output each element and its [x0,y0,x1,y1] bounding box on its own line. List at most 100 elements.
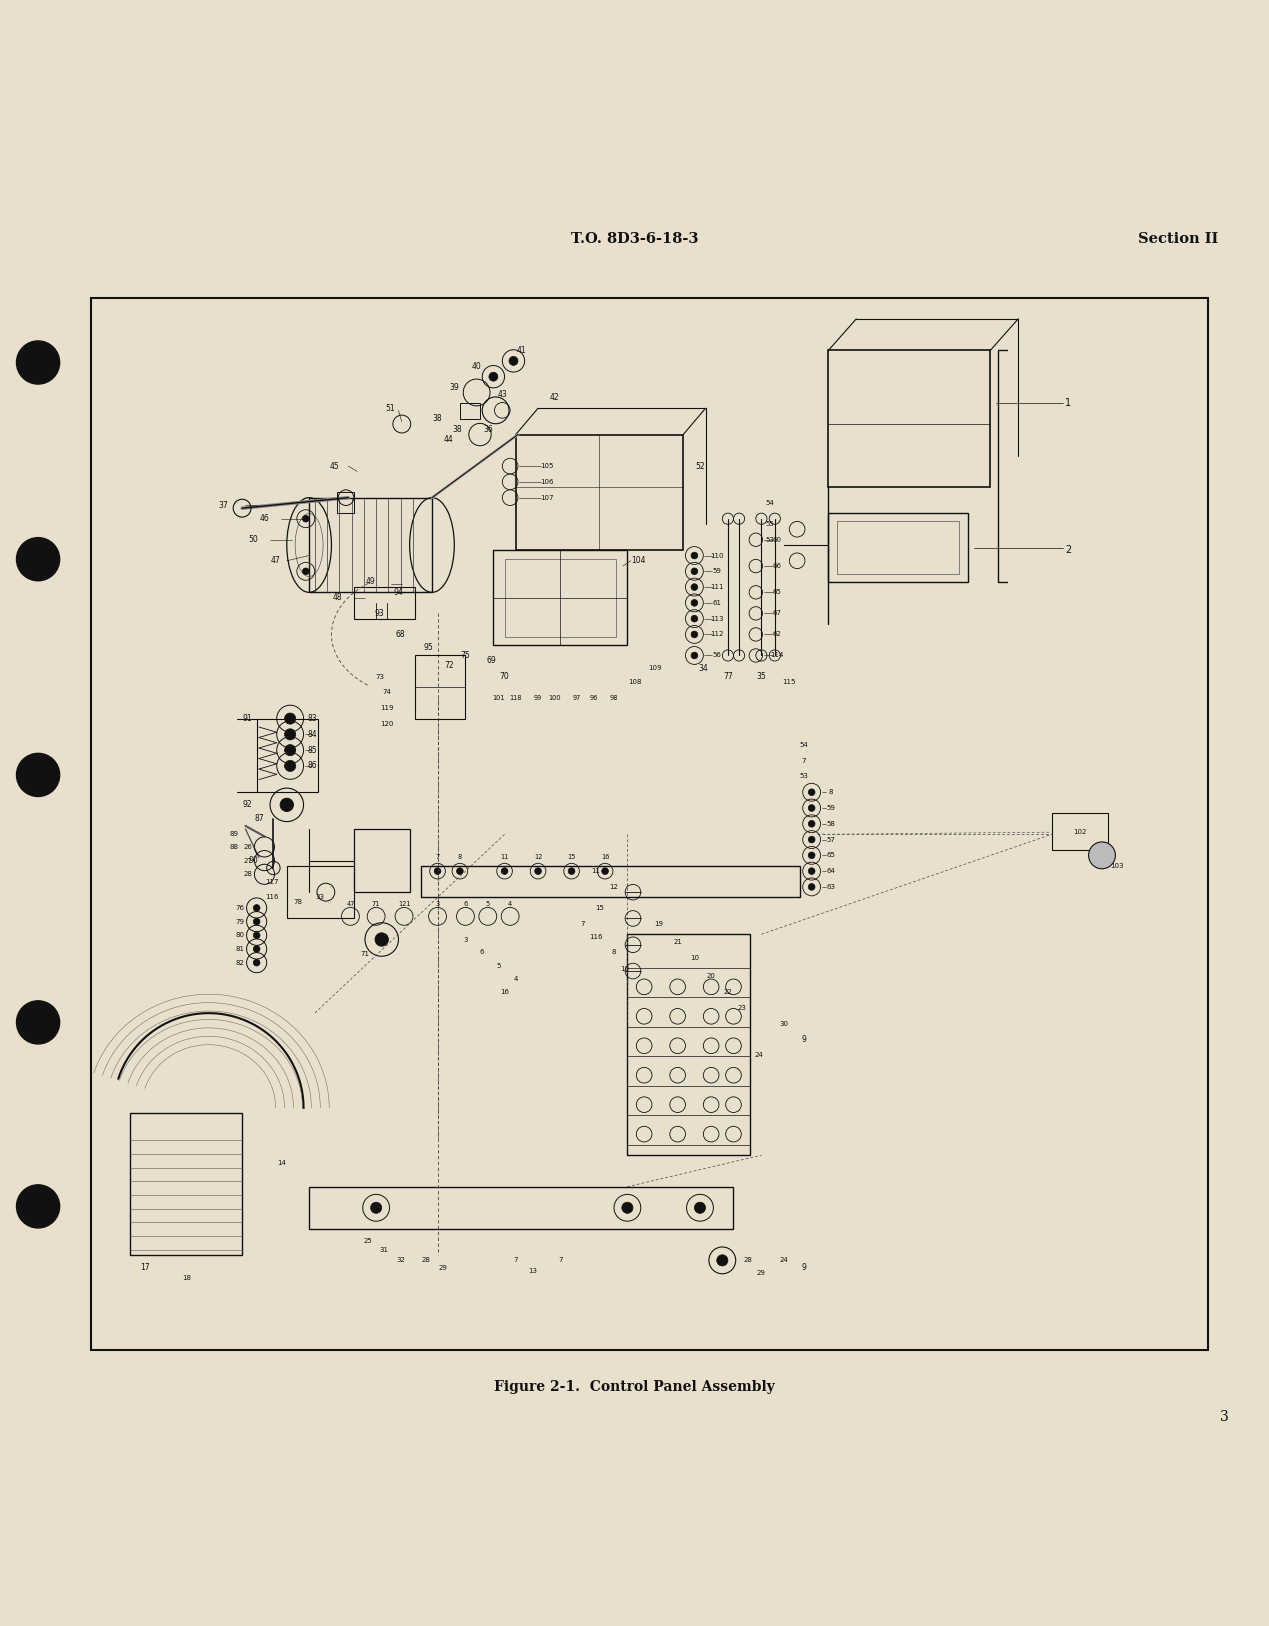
Text: 47: 47 [346,901,355,907]
Text: 25: 25 [364,1239,373,1244]
Text: 4: 4 [514,977,518,982]
Bar [338,493,354,514]
Text: 29: 29 [439,1265,448,1272]
Text: 112: 112 [711,631,723,637]
Text: 116: 116 [265,894,279,901]
Text: 1: 1 [1066,398,1071,408]
Circle shape [692,631,698,637]
Text: 21: 21 [674,938,681,945]
Text: 68: 68 [396,629,406,639]
Bar [838,520,959,574]
Circle shape [534,868,542,875]
Circle shape [717,1255,728,1267]
Bar [459,403,480,420]
Circle shape [284,761,296,771]
Text: 6: 6 [463,901,467,907]
Text: 111: 111 [709,584,723,590]
Text: 33: 33 [316,894,325,901]
Circle shape [254,919,260,925]
Text: 39: 39 [449,382,459,392]
Circle shape [694,1202,706,1213]
Text: 90: 90 [249,857,258,865]
Circle shape [692,584,698,590]
Text: 9: 9 [802,1263,806,1272]
Text: 62: 62 [773,631,782,637]
Text: 3: 3 [1220,1410,1228,1424]
Text: 98: 98 [610,694,618,701]
Text: 74: 74 [383,689,392,696]
Text: 35: 35 [756,672,766,681]
Circle shape [692,567,698,574]
Text: 75: 75 [461,650,471,660]
Text: 24: 24 [779,1257,788,1263]
Text: 9: 9 [802,1034,806,1044]
Text: 66: 66 [773,563,782,569]
Text: 4: 4 [508,901,513,907]
Bar [91,298,1208,1350]
Text: 8: 8 [829,789,832,795]
Circle shape [302,567,310,574]
Text: 96: 96 [590,694,598,701]
Text: 99: 99 [534,694,542,701]
Text: 53: 53 [766,537,775,543]
Text: 78: 78 [293,899,302,904]
Text: 7: 7 [435,854,439,860]
Bar [829,350,990,488]
Text: 7: 7 [802,758,806,764]
Text: 12: 12 [609,885,618,889]
Text: 76: 76 [235,906,245,911]
Text: 65: 65 [826,852,835,859]
Circle shape [808,836,815,842]
Text: 54: 54 [799,741,808,748]
Text: 92: 92 [242,800,253,810]
Text: 69: 69 [486,657,496,665]
Text: 83: 83 [307,714,317,724]
Circle shape [692,652,698,659]
Text: 100: 100 [548,694,561,701]
Text: 80: 80 [235,932,245,938]
Circle shape [434,868,440,875]
Text: 54: 54 [766,499,774,506]
Bar [1052,813,1108,850]
Text: 20: 20 [707,974,716,979]
Circle shape [692,600,698,606]
Circle shape [489,372,497,380]
Text: 7: 7 [580,920,585,927]
Bar [287,867,354,919]
Circle shape [254,932,260,938]
Text: 67: 67 [773,610,782,616]
Text: 30: 30 [779,1021,788,1026]
Text: 53: 53 [799,774,808,779]
Text: 59: 59 [826,805,835,811]
Text: 50: 50 [249,535,258,545]
Text: 82: 82 [236,959,245,966]
Circle shape [16,538,60,580]
Circle shape [16,341,60,384]
Bar [515,434,683,550]
Circle shape [16,1185,60,1228]
Bar [829,514,968,582]
Text: 11: 11 [591,868,600,875]
Text: 91: 91 [242,714,253,724]
Text: 73: 73 [374,673,385,680]
Circle shape [622,1202,633,1213]
Text: 10: 10 [690,956,699,961]
Bar [310,1187,733,1229]
Text: 6: 6 [480,950,485,954]
Text: 3: 3 [463,937,468,943]
Text: 10: 10 [621,966,629,972]
Text: 61: 61 [712,600,721,606]
Text: 116: 116 [589,935,603,940]
Text: 117: 117 [265,878,279,885]
Text: 63: 63 [826,885,835,889]
Text: 16: 16 [500,989,509,995]
Text: 71: 71 [372,901,381,907]
Text: 105: 105 [541,463,553,470]
Bar [131,1114,242,1255]
Text: 103: 103 [1110,863,1123,868]
Text: 41: 41 [516,346,527,354]
Text: 52: 52 [695,462,704,470]
Text: 118: 118 [509,694,522,701]
Circle shape [16,1002,60,1044]
Text: 77: 77 [723,672,732,681]
